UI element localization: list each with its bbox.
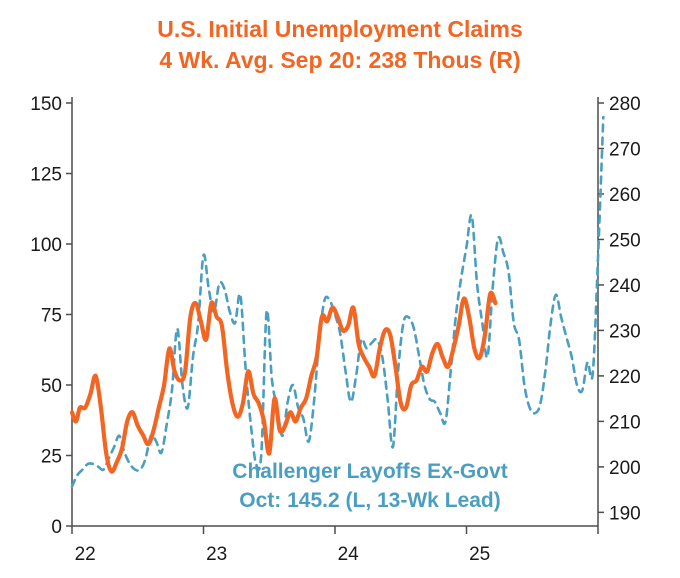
axes: 0 25 50 75 100 125 150 190 200 210 220 230 240 250 260… — [30, 94, 640, 565]
x-tick-label: 22 — [75, 544, 96, 565]
annotation-line-2: Oct: 145.2 (L, 13-Wk Lead) — [239, 489, 500, 512]
y-right-tick-label: 220 — [609, 367, 641, 388]
y-right-tick-label: 270 — [609, 139, 641, 160]
y-left-tick-label: 125 — [30, 165, 62, 186]
y-right-tick-label: 280 — [609, 94, 641, 115]
y-right-tick-label: 190 — [609, 503, 641, 524]
y-right-tick-label: 240 — [609, 276, 641, 297]
y-left-tick-label: 75 — [41, 306, 62, 327]
series-line-initial-claims — [69, 290, 498, 474]
x-tick-label: 25 — [469, 544, 490, 565]
y-right-tick-label: 260 — [609, 185, 641, 206]
y-right-tick-label: 250 — [609, 230, 641, 251]
y-right-tick-label: 230 — [609, 321, 641, 342]
y-right-tick-label: 200 — [609, 458, 641, 479]
y-right-tick-label: 210 — [609, 412, 641, 433]
chart-title: U.S. Initial Unemployment Claims — [157, 16, 523, 42]
y-left-tick-label: 150 — [30, 94, 62, 115]
series-layer — [69, 115, 605, 488]
y-left-tick-label: 0 — [51, 517, 62, 538]
y-left-tick-label: 25 — [41, 447, 62, 468]
annotation-line-1: Challenger Layoffs Ex-Govt — [232, 460, 507, 483]
x-tick-label: 23 — [206, 544, 227, 565]
chart-subtitle: 4 Wk. Avg. Sep 20: 238 Thous (R) — [159, 47, 520, 73]
y-left-tick-label: 50 — [41, 376, 62, 397]
series-line-challenger-layoffs — [70, 115, 605, 488]
x-tick-label: 24 — [338, 544, 360, 565]
y-left-tick-label: 100 — [30, 235, 62, 256]
